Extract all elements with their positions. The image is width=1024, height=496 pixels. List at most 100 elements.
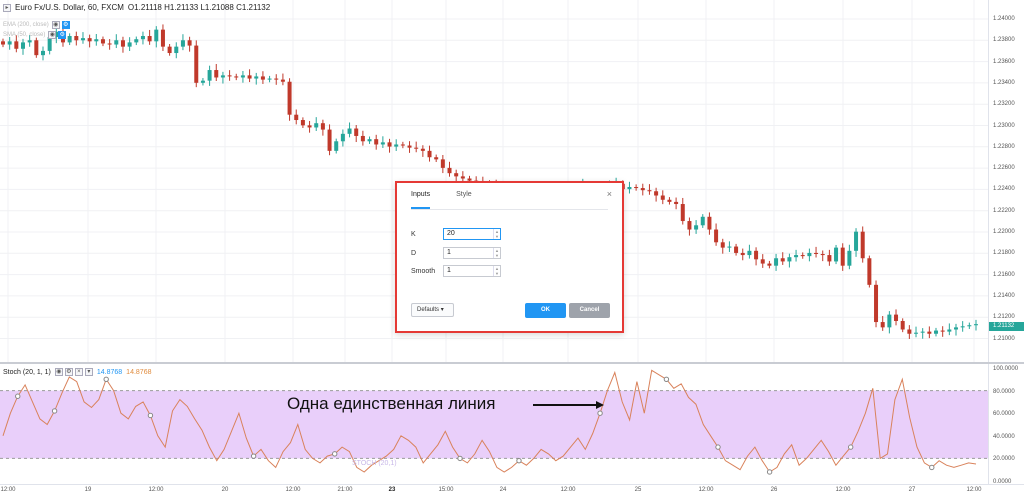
price-axis-label: 1.22000 bbox=[993, 229, 1015, 235]
candle-body bbox=[894, 314, 899, 321]
candle bbox=[647, 184, 652, 195]
candle bbox=[280, 73, 285, 86]
candle-body bbox=[774, 258, 779, 266]
candle bbox=[660, 190, 665, 205]
stochastic-chart[interactable]: STOCH (20,1) bbox=[0, 364, 988, 484]
candle-body bbox=[714, 229, 719, 243]
defaults-label: Defaults bbox=[417, 307, 440, 313]
time-axis-label: 12:00 bbox=[148, 487, 164, 493]
candle-body bbox=[314, 123, 319, 128]
candle-body bbox=[654, 191, 659, 196]
candle-body bbox=[920, 331, 925, 333]
cancel-button[interactable]: Cancel bbox=[569, 303, 610, 318]
settings-icon[interactable]: ⚙ bbox=[64, 368, 73, 376]
candle bbox=[427, 145, 432, 162]
candle bbox=[727, 241, 732, 252]
candle-body bbox=[114, 40, 119, 45]
candle bbox=[160, 24, 165, 52]
candle-body bbox=[407, 145, 412, 148]
defaults-dropdown[interactable]: Defaults ▾ bbox=[411, 303, 454, 317]
candle bbox=[914, 326, 919, 338]
candle-body bbox=[700, 216, 705, 226]
spinner-icon[interactable]: ▲ ▼ bbox=[493, 248, 500, 258]
candle-body bbox=[287, 81, 292, 115]
eye-icon[interactable]: ◉ bbox=[51, 21, 60, 29]
candle bbox=[374, 134, 379, 150]
eye-icon[interactable]: ◉ bbox=[48, 31, 57, 39]
tab-inputs[interactable]: Inputs bbox=[411, 191, 431, 209]
candle bbox=[100, 36, 105, 47]
close-icon[interactable]: × bbox=[74, 368, 83, 376]
candle bbox=[394, 139, 399, 151]
candle-body bbox=[334, 141, 339, 151]
dialog-divider bbox=[411, 209, 608, 210]
candle-body bbox=[27, 40, 32, 43]
more-icon[interactable]: ▾ bbox=[84, 368, 93, 376]
settings-icon[interactable]: ⚙ bbox=[58, 31, 67, 39]
candle-body bbox=[694, 225, 699, 230]
settings-icon[interactable]: ⚙ bbox=[61, 21, 70, 29]
candle bbox=[367, 136, 372, 144]
candle-body bbox=[734, 246, 739, 253]
pane-separator[interactable] bbox=[0, 362, 1024, 364]
candle-body bbox=[320, 123, 325, 130]
candle-body bbox=[207, 70, 212, 81]
field-d-input[interactable]: 1 ▲ ▼ bbox=[443, 247, 501, 259]
candle-body bbox=[360, 135, 365, 142]
candle bbox=[207, 65, 212, 86]
stochastic-pane[interactable]: STOCH (20,1) bbox=[0, 364, 988, 484]
candle bbox=[634, 184, 639, 191]
price-axis-label: 1.21600 bbox=[993, 271, 1015, 278]
stoch-marker bbox=[663, 376, 670, 383]
candle-body bbox=[867, 258, 872, 285]
price-axis-label: 1.21400 bbox=[993, 292, 1015, 299]
candle bbox=[720, 238, 725, 254]
indicator-settings-dialog: Inputs Style × K 20 ▲ ▼ D 1 ▲ ▼ Smooth 1 ▲… bbox=[395, 181, 624, 333]
candle-body bbox=[780, 258, 785, 262]
candle-body bbox=[387, 142, 392, 147]
candle bbox=[400, 141, 405, 149]
candle bbox=[314, 117, 319, 131]
candle bbox=[300, 117, 305, 128]
candle-body bbox=[247, 75, 252, 79]
stoch-k-value: 14.8768 bbox=[96, 368, 123, 376]
ok-button[interactable]: OK bbox=[525, 303, 566, 318]
eye-icon[interactable]: ◉ bbox=[54, 368, 63, 376]
candle bbox=[120, 36, 125, 53]
candle bbox=[707, 212, 712, 235]
price-axis-label: 1.21000 bbox=[993, 335, 1015, 342]
field-k-label: K bbox=[411, 230, 416, 238]
time-axis[interactable]: 12:00 19 12:00 20 12:00 21:00 23 15:00 24 12:00 25… bbox=[0, 484, 1024, 496]
stochastic-line bbox=[2, 369, 977, 473]
candle-body bbox=[647, 190, 652, 192]
candle bbox=[260, 71, 265, 84]
stoch-marker bbox=[51, 408, 58, 414]
candle bbox=[447, 161, 452, 177]
price-axis[interactable]: 1.24000 1.23800 1.23600 1.23400 1.23200 1.230… bbox=[988, 0, 1024, 362]
time-axis-label: 27 bbox=[908, 487, 916, 493]
candle-body bbox=[440, 159, 445, 168]
candle bbox=[820, 250, 825, 262]
candle bbox=[674, 197, 679, 210]
candle bbox=[460, 171, 465, 183]
time-axis-label: 12:00 bbox=[966, 487, 982, 493]
candle bbox=[440, 155, 445, 174]
stoch-title: Stoch (20, 1, 1) bbox=[3, 368, 51, 376]
candle-body bbox=[707, 216, 712, 230]
tab-style[interactable]: Style bbox=[456, 191, 472, 198]
candle bbox=[954, 323, 959, 336]
collapse-icon[interactable]: ▸ bbox=[3, 3, 11, 12]
dialog-tabs: Inputs Style bbox=[411, 191, 472, 209]
field-smooth-input[interactable]: 1 ▲ ▼ bbox=[443, 265, 501, 277]
field-k-input[interactable]: 20 ▲ ▼ bbox=[443, 228, 501, 240]
candle-body bbox=[460, 176, 465, 179]
candle bbox=[754, 247, 759, 266]
candle bbox=[274, 74, 279, 85]
spinner-icon[interactable]: ▲ ▼ bbox=[493, 266, 500, 276]
spinner-icon[interactable]: ▲ ▼ bbox=[493, 229, 500, 239]
candle bbox=[140, 31, 145, 45]
time-axis-label: 15:00 bbox=[438, 487, 454, 493]
close-icon[interactable]: × bbox=[606, 189, 612, 199]
stoch-axis[interactable]: 100.0000 80.0000 60.0000 40.0000 20.0000 0.00… bbox=[988, 364, 1024, 485]
candle-body bbox=[214, 70, 219, 78]
